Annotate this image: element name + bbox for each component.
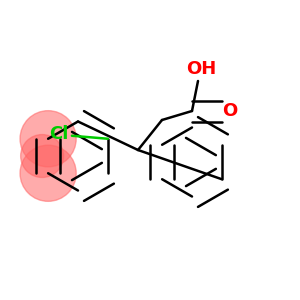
Circle shape [20, 145, 76, 201]
Circle shape [20, 111, 76, 167]
Circle shape [21, 134, 64, 177]
Text: Cl: Cl [49, 125, 68, 143]
Text: O: O [222, 102, 237, 120]
Text: OH: OH [186, 60, 216, 78]
